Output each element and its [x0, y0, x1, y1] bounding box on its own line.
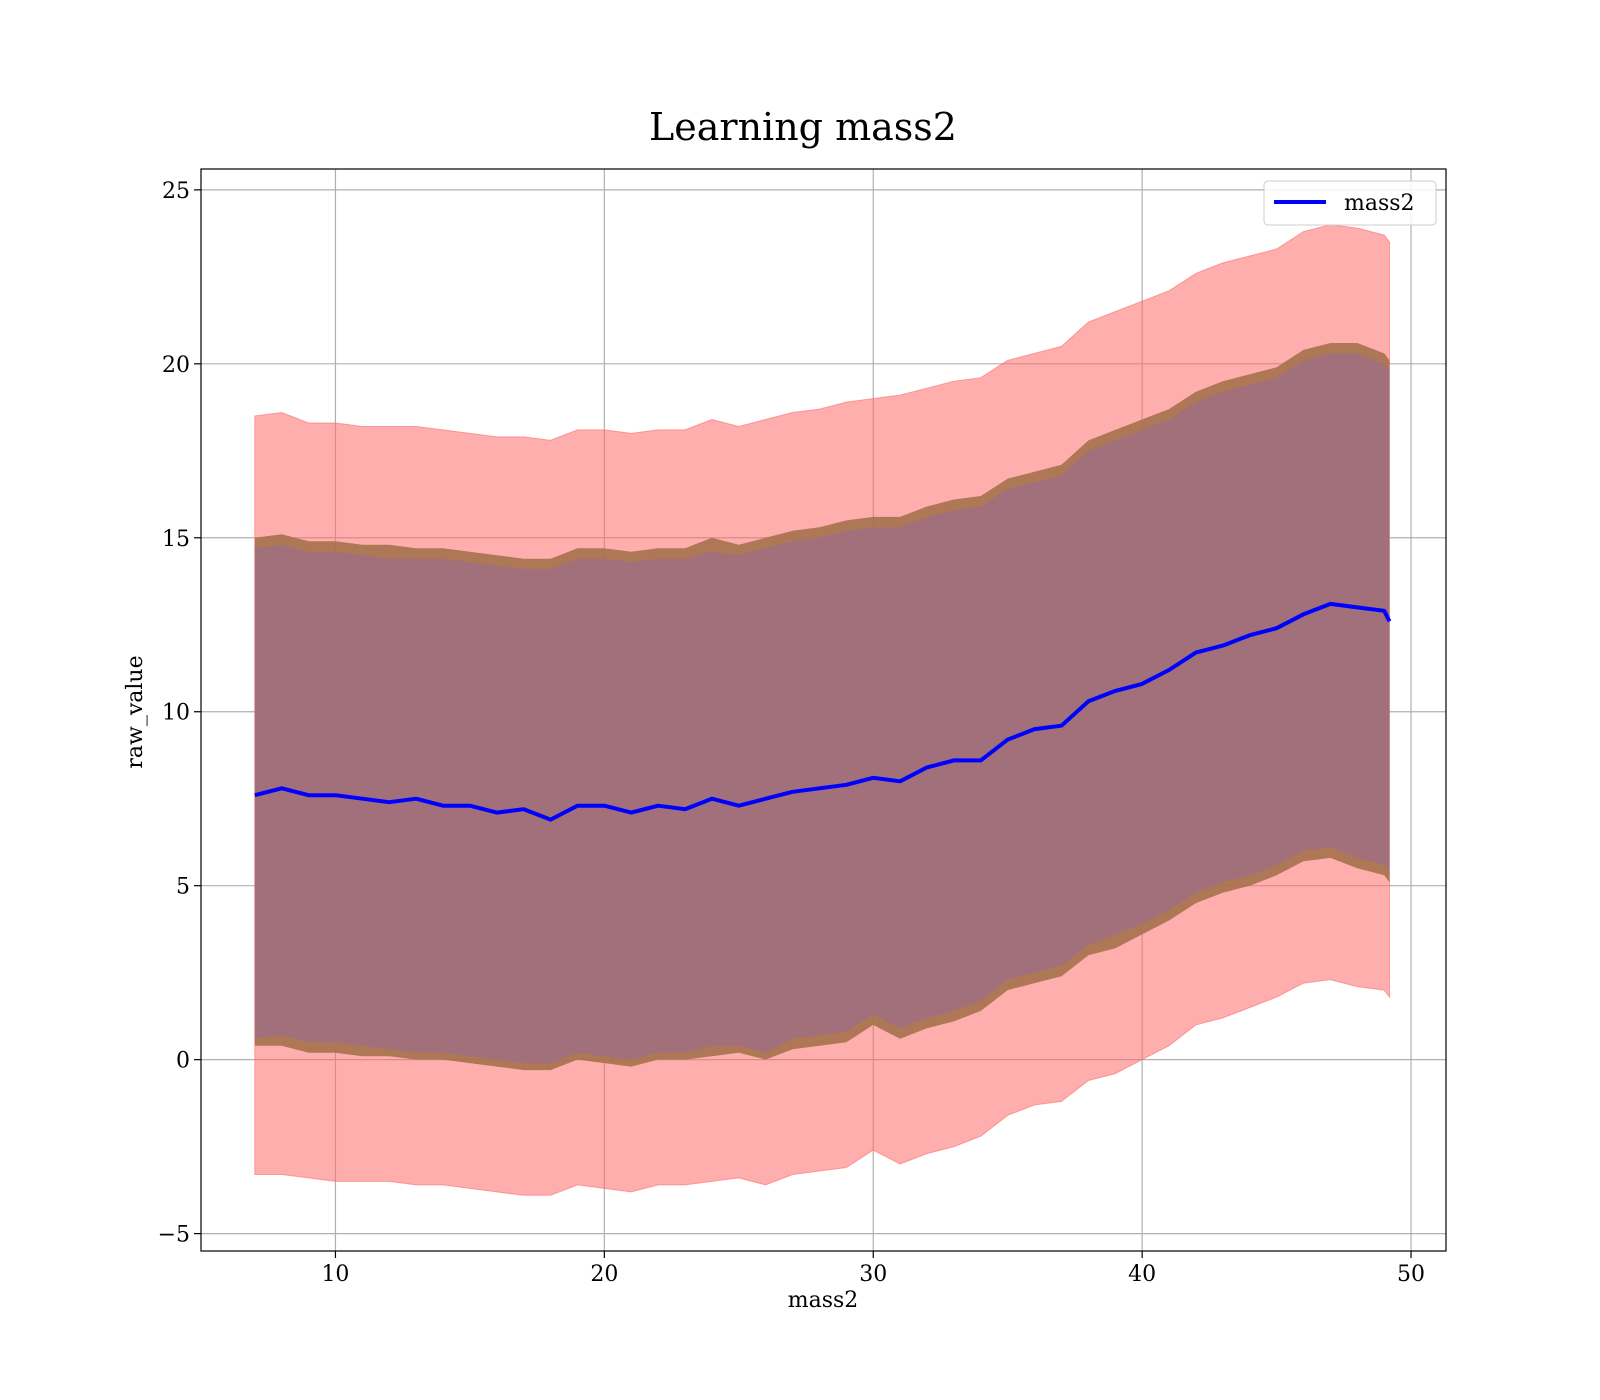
legend-label-mass2: mass2 — [1344, 191, 1415, 216]
x-tick-label: 20 — [590, 1262, 618, 1287]
y-tick-label: 5 — [176, 875, 190, 900]
confidence-bands — [254, 224, 1390, 1196]
y-tick-label: 0 — [176, 1049, 190, 1074]
y-axis-label: raw_value — [123, 655, 148, 768]
plot-frame — [200, 168, 1447, 1252]
x-axis-label: mass2 — [788, 1288, 859, 1313]
chart-title: Learning mass2 — [649, 105, 957, 149]
x-tick-label: 40 — [1128, 1262, 1156, 1287]
y-tick-label: −5 — [158, 1223, 190, 1248]
y-tick-label: 20 — [162, 353, 190, 378]
y-tick-label: 10 — [162, 701, 190, 726]
band-inner — [254, 353, 1390, 1064]
axis-ticks: 10 20 30 40 50 −5 0 5 10 15 20 25 — [158, 179, 1425, 1287]
y-tick-label: 25 — [162, 179, 190, 204]
series-lines — [254, 601, 1392, 822]
x-tick-label: 30 — [859, 1262, 887, 1287]
x-tick-label: 10 — [321, 1262, 349, 1287]
legend: mass2 — [1263, 180, 1437, 226]
legend-box — [1263, 180, 1437, 226]
y-tick-label: 15 — [162, 527, 190, 552]
series-line-mass2 — [254, 601, 1392, 822]
x-tick-label: 50 — [1397, 1262, 1425, 1287]
